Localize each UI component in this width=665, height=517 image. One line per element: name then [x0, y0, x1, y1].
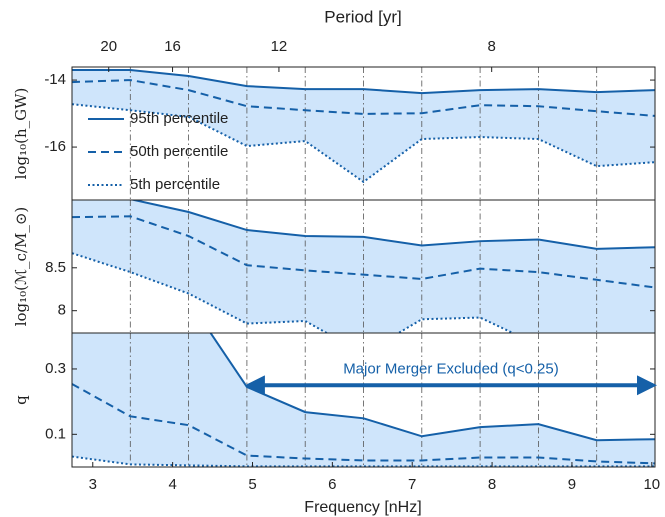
y-tick-label: 8 [58, 302, 66, 319]
panel-frame [71, 332, 656, 468]
y-label: log₁₀(h_GW) [12, 88, 30, 180]
percentile-band [72, 333, 655, 467]
line-series [209, 333, 655, 442]
line-series [72, 79, 655, 117]
y-tick-label: -16 [44, 138, 66, 155]
x2-tick-label: 8 [488, 38, 496, 55]
x-tick-label: 7 [408, 476, 416, 493]
x-tick-label: 6 [328, 476, 336, 493]
panel [72, 333, 655, 467]
x-tick-label: 4 [168, 476, 176, 493]
y-label: log₁₀(ℳ_c/M_⊙) [12, 207, 30, 327]
line-series [72, 455, 655, 467]
x-label: Frequency [nHz] [304, 499, 421, 516]
x-tick-label: 5 [248, 476, 256, 493]
line-series [72, 383, 655, 465]
y-tick-label: 0.3 [45, 360, 66, 377]
line-series [72, 215, 655, 289]
y-label: q [12, 395, 30, 405]
y-tick-label: -14 [44, 71, 66, 88]
legend-label: 5th percentile [130, 176, 220, 193]
x-tick-label: 10 [643, 476, 660, 493]
y-tick-label: 0.1 [45, 425, 66, 442]
x2-tick-label: 20 [100, 38, 117, 55]
annotation-text: Major Merger Excluded (q<0.25) [343, 360, 559, 377]
panel [72, 67, 655, 200]
percentile-band [72, 200, 655, 333]
x2-tick-label: 16 [164, 38, 181, 55]
x2-label: Period [yr] [324, 7, 401, 26]
panel [72, 200, 655, 333]
y-tick-label: 8.5 [45, 259, 66, 276]
x-tick-label: 8 [488, 476, 496, 493]
line-series [72, 103, 655, 184]
line-series [120, 200, 655, 250]
x-tick-label: 9 [568, 476, 576, 493]
x2-tick-label: 12 [271, 38, 288, 55]
line-series [72, 69, 655, 95]
x-tick-label: 3 [89, 476, 97, 493]
legend-label: 95th percentile [130, 110, 228, 127]
legend-label: 50th percentile [130, 143, 228, 160]
